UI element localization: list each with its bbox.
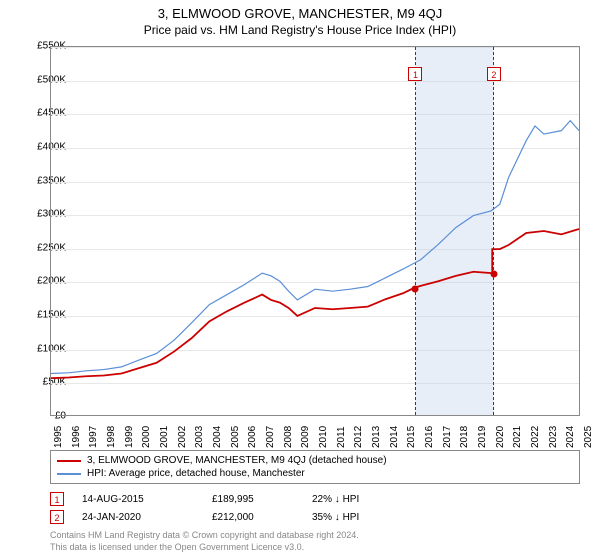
legend-swatch — [57, 460, 81, 462]
x-tick-label: 2020 — [495, 426, 506, 448]
x-tick-label: 1995 — [53, 426, 64, 448]
plot-area: 12 — [50, 46, 580, 416]
chart-subtitle: Price paid vs. HM Land Registry's House … — [0, 21, 600, 37]
legend-item: HPI: Average price, detached house, Manc… — [57, 467, 573, 480]
x-tick-label: 2000 — [141, 426, 152, 448]
x-tick-label: 2011 — [336, 426, 347, 448]
x-tick-label: 2005 — [230, 426, 241, 448]
sale-dot — [412, 286, 419, 293]
x-tick-label: 2022 — [530, 426, 541, 448]
x-tick-label: 2001 — [159, 426, 170, 448]
chart-container: 3, ELMWOOD GROVE, MANCHESTER, M9 4QJ Pri… — [0, 0, 600, 560]
legend-label: HPI: Average price, detached house, Manc… — [87, 468, 305, 479]
x-tick-label: 1999 — [124, 426, 135, 448]
x-tick-label: 2016 — [424, 426, 435, 448]
x-tick-label: 2014 — [389, 426, 400, 448]
x-tick-label: 2012 — [353, 426, 364, 448]
x-tick-label: 2009 — [300, 426, 311, 448]
sale-date: 24-JAN-2020 — [82, 512, 212, 523]
x-tick-label: 2025 — [583, 426, 594, 448]
sale-marker-label: 2 — [487, 67, 501, 81]
legend: 3, ELMWOOD GROVE, MANCHESTER, M9 4QJ (de… — [50, 450, 580, 484]
x-tick-label: 2015 — [406, 426, 417, 448]
sale-diff: 35% ↓ HPI — [312, 512, 432, 523]
line-series — [51, 47, 579, 415]
footer-line: This data is licensed under the Open Gov… — [50, 542, 580, 554]
legend-item: 3, ELMWOOD GROVE, MANCHESTER, M9 4QJ (de… — [57, 454, 573, 467]
x-tick-label: 2004 — [212, 426, 223, 448]
x-tick-label: 1996 — [71, 426, 82, 448]
series-hpi — [51, 121, 579, 374]
x-tick-label: 2021 — [512, 426, 523, 448]
sale-price: £189,995 — [212, 494, 312, 505]
x-tick-label: 2003 — [194, 426, 205, 448]
sales-row: 1 14-AUG-2015 £189,995 22% ↓ HPI — [50, 490, 580, 508]
sales-row: 2 24-JAN-2020 £212,000 35% ↓ HPI — [50, 508, 580, 526]
x-tick-label: 2010 — [318, 426, 329, 448]
chart-title: 3, ELMWOOD GROVE, MANCHESTER, M9 4QJ — [0, 0, 600, 21]
sale-marker-label: 1 — [408, 67, 422, 81]
sale-marker-badge: 1 — [50, 492, 64, 506]
x-tick-label: 2007 — [265, 426, 276, 448]
x-tick-label: 2002 — [177, 426, 188, 448]
footer: Contains HM Land Registry data © Crown c… — [50, 530, 580, 553]
sale-price: £212,000 — [212, 512, 312, 523]
x-tick-label: 2018 — [459, 426, 470, 448]
sales-table: 1 14-AUG-2015 £189,995 22% ↓ HPI 2 24-JA… — [50, 490, 580, 526]
x-tick-label: 2013 — [371, 426, 382, 448]
x-tick-label: 2017 — [442, 426, 453, 448]
legend-label: 3, ELMWOOD GROVE, MANCHESTER, M9 4QJ (de… — [87, 455, 387, 466]
footer-line: Contains HM Land Registry data © Crown c… — [50, 530, 580, 542]
series-pricepaid — [51, 229, 579, 378]
legend-swatch — [57, 473, 81, 475]
x-tick-label: 2019 — [477, 426, 488, 448]
sale-diff: 22% ↓ HPI — [312, 494, 432, 505]
sale-date: 14-AUG-2015 — [82, 494, 212, 505]
x-tick-label: 2023 — [548, 426, 559, 448]
x-tick-label: 2006 — [247, 426, 258, 448]
sale-dot — [490, 271, 497, 278]
sale-marker-badge: 2 — [50, 510, 64, 524]
x-tick-label: 2024 — [565, 426, 576, 448]
x-tick-label: 1997 — [88, 426, 99, 448]
x-tick-label: 2008 — [283, 426, 294, 448]
x-tick-label: 1998 — [106, 426, 117, 448]
